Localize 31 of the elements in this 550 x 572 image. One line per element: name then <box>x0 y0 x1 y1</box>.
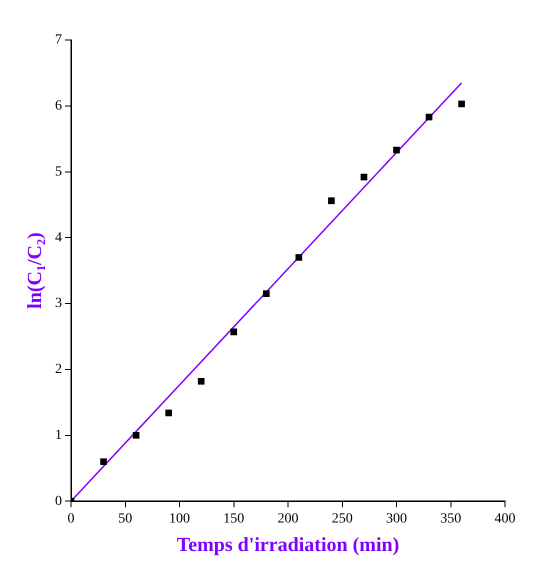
x-tick-label: 50 <box>118 511 132 526</box>
point <box>458 100 465 108</box>
point <box>165 410 172 416</box>
x-tick-label: 150 <box>223 511 244 526</box>
point <box>296 254 302 261</box>
y-tick-label: 4 <box>55 230 62 246</box>
point <box>426 114 432 120</box>
y-axis-title: ln(C₁/C₂) <box>24 232 46 309</box>
x-tick-label: 350 <box>440 511 462 526</box>
y-tick-label: 6 <box>55 98 62 114</box>
y-tick-label: 0 <box>55 494 62 509</box>
point <box>360 174 368 180</box>
point <box>328 197 335 204</box>
x-tick-label: 200 <box>278 511 298 526</box>
x-axis-title: Temps d'irradiation (min) <box>176 534 400 556</box>
point <box>198 378 205 385</box>
point <box>262 290 270 297</box>
point <box>393 146 400 154</box>
y-tick-label: 7 <box>55 32 62 48</box>
x-tick-label: 300 <box>386 511 407 526</box>
y-tick-label: 1 <box>55 428 62 443</box>
x-tick-label: 400 <box>494 511 516 526</box>
y-tick-label: 5 <box>55 164 62 180</box>
point <box>230 328 238 336</box>
x-tick-label: 100 <box>169 511 190 526</box>
point <box>132 432 140 439</box>
x-tick-label: 250 <box>332 511 353 526</box>
x-tick-label: 0 <box>68 511 74 526</box>
y-tick-label: 3 <box>55 296 62 312</box>
y-tick-label: 2 <box>55 362 62 378</box>
point <box>100 458 107 465</box>
